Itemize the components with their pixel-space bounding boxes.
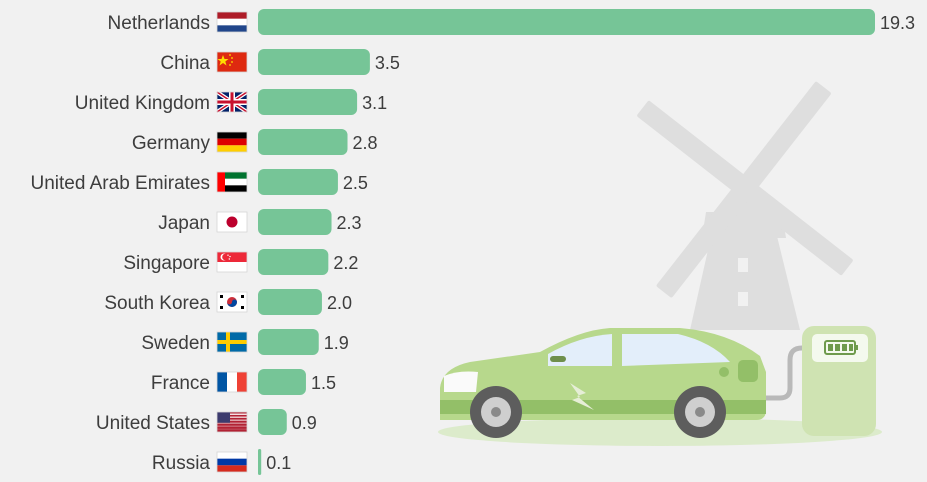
bar-row: United Arab Emirates 2.5 bbox=[30, 169, 368, 195]
united-states-flag bbox=[216, 411, 248, 433]
bar-row: Sweden 1.9 bbox=[141, 329, 349, 355]
japan-flag bbox=[216, 211, 248, 233]
value-label: 2.5 bbox=[343, 173, 368, 193]
bar-row: United States 0.9 bbox=[96, 409, 317, 435]
bar-row: Japan 2.3 bbox=[158, 209, 362, 235]
uae-flag bbox=[216, 171, 248, 193]
bar bbox=[258, 49, 370, 75]
bar-row: France 1.5 bbox=[151, 369, 336, 395]
value-label: 3.5 bbox=[375, 53, 400, 73]
bar-row: Russia 0.1 bbox=[152, 449, 291, 475]
country-label: United Kingdom bbox=[75, 93, 210, 114]
value-label: 19.3 bbox=[880, 13, 915, 33]
bar bbox=[258, 409, 287, 435]
windmill-icon bbox=[637, 81, 853, 330]
country-label: Russia bbox=[152, 453, 211, 474]
germany-flag bbox=[216, 131, 248, 153]
bar bbox=[258, 9, 875, 35]
bar bbox=[258, 249, 329, 275]
bar bbox=[258, 89, 358, 115]
bar bbox=[258, 329, 319, 355]
singapore-flag bbox=[216, 251, 248, 273]
value-label: 2.2 bbox=[333, 253, 358, 273]
electric-car-icon bbox=[440, 328, 766, 438]
bar-row: South Korea 2.0 bbox=[104, 289, 352, 315]
bar bbox=[258, 169, 338, 195]
value-label: 1.9 bbox=[324, 333, 349, 353]
charging-station-icon bbox=[802, 326, 876, 436]
country-label: Japan bbox=[158, 213, 210, 234]
country-label: United States bbox=[96, 413, 210, 434]
country-label: China bbox=[160, 53, 210, 74]
bar-row: Netherlands 19.3 bbox=[108, 9, 915, 35]
china-flag bbox=[216, 51, 248, 73]
france-flag bbox=[216, 371, 248, 393]
country-label: Netherlands bbox=[108, 13, 210, 34]
bar bbox=[258, 369, 306, 395]
country-label: France bbox=[151, 373, 210, 394]
south-korea-flag bbox=[216, 291, 248, 313]
bar-row: China 3.5 bbox=[160, 49, 400, 75]
country-label: South Korea bbox=[104, 293, 210, 314]
value-label: 3.1 bbox=[362, 93, 387, 113]
bar bbox=[258, 449, 262, 475]
bar-row: United Kingdom 3.1 bbox=[75, 89, 387, 115]
united-kingdom-flag bbox=[215, 90, 249, 114]
bar bbox=[258, 209, 332, 235]
value-label: 2.8 bbox=[353, 133, 378, 153]
value-label: 2.0 bbox=[327, 293, 352, 313]
value-label: 0.9 bbox=[292, 413, 317, 433]
country-label: Sweden bbox=[141, 333, 210, 354]
country-label: Singapore bbox=[123, 253, 210, 274]
value-label: 2.3 bbox=[337, 213, 362, 233]
value-label: 0.1 bbox=[266, 453, 291, 473]
value-label: 1.5 bbox=[311, 373, 336, 393]
charging-cable bbox=[758, 345, 808, 401]
bar bbox=[258, 289, 322, 315]
bar bbox=[258, 129, 348, 155]
netherlands-flag bbox=[216, 11, 248, 33]
russia-flag bbox=[216, 451, 248, 473]
sweden-flag bbox=[216, 331, 248, 353]
country-label: United Arab Emirates bbox=[30, 173, 210, 194]
country-label: Germany bbox=[132, 133, 211, 154]
bar-row: Singapore 2.2 bbox=[123, 249, 358, 275]
ground-shadow bbox=[438, 418, 882, 446]
bar-row: Germany 2.8 bbox=[132, 129, 378, 155]
